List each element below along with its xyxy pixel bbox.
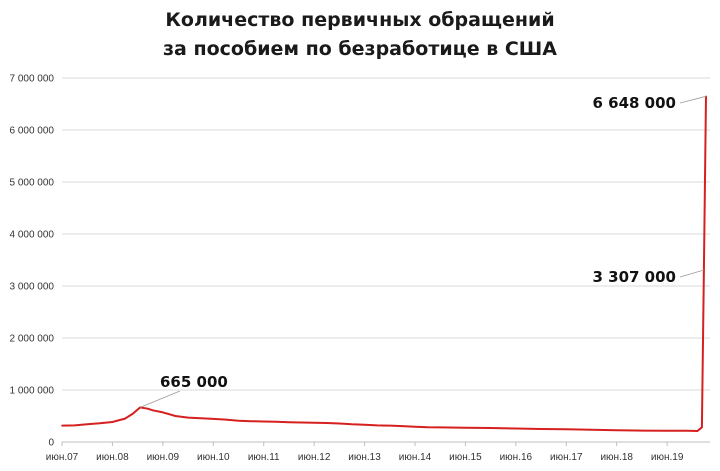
data-point <box>300 421 303 424</box>
y-tick-label: 0 <box>48 438 54 449</box>
data-point <box>86 423 89 426</box>
data-point <box>174 415 177 417</box>
data-point <box>363 424 366 426</box>
data-point <box>615 429 618 432</box>
data-point <box>590 428 593 431</box>
data-point <box>262 420 265 423</box>
gridlines <box>62 77 710 391</box>
data-point <box>426 426 429 428</box>
x-tick-label: июн.08 <box>96 452 129 463</box>
data-point <box>338 422 341 425</box>
x-tick-label: июн.14 <box>399 452 432 463</box>
data-point <box>275 420 278 423</box>
data-point <box>199 417 202 420</box>
data-point <box>250 420 252 423</box>
data-point <box>515 427 517 430</box>
data-point <box>696 430 699 432</box>
data-point <box>701 426 703 429</box>
data-point <box>666 429 668 432</box>
y-tick-label: 2 000 000 <box>10 334 55 345</box>
y-tick-label: 3 000 000 <box>10 282 55 293</box>
annotation-leader <box>679 269 705 278</box>
data-point <box>212 418 215 420</box>
y-axis: 0 1 000 000 2 000 000 3 000 000 4 000 000 5 0… <box>10 74 55 449</box>
data-point <box>414 425 416 428</box>
data-point <box>237 419 240 422</box>
data-point <box>111 421 114 423</box>
data-point <box>61 424 63 427</box>
y-tick-label: 7 000 000 <box>10 74 55 85</box>
chart-title: Количество первичных обращений за пособи… <box>0 6 720 64</box>
data-point <box>313 421 315 424</box>
x-tick-label: июн.19 <box>651 452 684 463</box>
data-point <box>439 426 442 429</box>
annotation-label: 665 000 <box>160 373 228 391</box>
series-layer <box>61 95 707 432</box>
series-line <box>61 96 707 432</box>
x-tick-label: июн.10 <box>197 452 230 463</box>
x-tick-label: июн.13 <box>348 452 381 463</box>
data-point <box>99 422 101 425</box>
annotations: 665 000 3 307 000 6 648 000 <box>140 94 707 408</box>
data-point <box>401 425 404 427</box>
data-point <box>225 418 227 421</box>
data-point <box>686 430 689 432</box>
data-point <box>565 428 568 431</box>
data-point <box>288 421 290 424</box>
data-point <box>641 429 643 432</box>
x-tick-label: июн.11 <box>248 452 280 463</box>
data-point <box>131 413 134 415</box>
x-tick-label: июн.16 <box>500 452 533 463</box>
x-tick-label: июн.12 <box>298 452 331 463</box>
x-tick-label: июн.15 <box>449 452 482 463</box>
annotation-leader <box>140 390 181 408</box>
x-tick-label: июн.09 <box>147 452 180 463</box>
annotation-label: 3 307 000 <box>592 268 676 286</box>
data-point <box>351 423 353 426</box>
chart-title-line-1: Количество первичных обращений <box>165 9 555 31</box>
x-tick-label: июн.18 <box>600 452 633 463</box>
data-point <box>73 424 76 427</box>
data-point <box>388 424 391 427</box>
data-point <box>489 427 492 429</box>
data-point <box>325 422 328 424</box>
data-point <box>146 407 149 410</box>
data-point <box>151 409 154 412</box>
data-point <box>540 428 542 430</box>
data-point <box>187 416 189 419</box>
data-point <box>124 417 126 420</box>
annotation-label: 6 648 000 <box>592 94 676 112</box>
data-point <box>162 411 164 414</box>
y-tick-label: 4 000 000 <box>10 230 55 241</box>
x-tick-label: июн.17 <box>550 452 583 463</box>
chart-title-line-2: за пособием по безработице в США <box>163 38 557 60</box>
data-point <box>376 424 378 427</box>
y-tick-label: 5 000 000 <box>10 178 55 189</box>
annotation-leader <box>679 95 707 104</box>
x-axis: июн.07 июн.08 июн.09 июн.10 июн.11 июн.12 июн.… <box>46 441 710 463</box>
data-point <box>464 426 467 429</box>
y-tick-label: 1 000 000 <box>10 386 55 397</box>
x-tick-label: июн.07 <box>46 452 79 463</box>
y-tick-label: 6 000 000 <box>10 126 55 137</box>
